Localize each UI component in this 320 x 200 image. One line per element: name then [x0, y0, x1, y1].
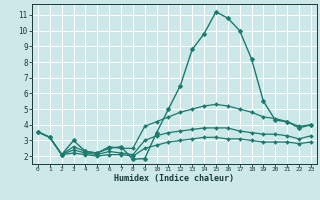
X-axis label: Humidex (Indice chaleur): Humidex (Indice chaleur) [115, 174, 234, 183]
